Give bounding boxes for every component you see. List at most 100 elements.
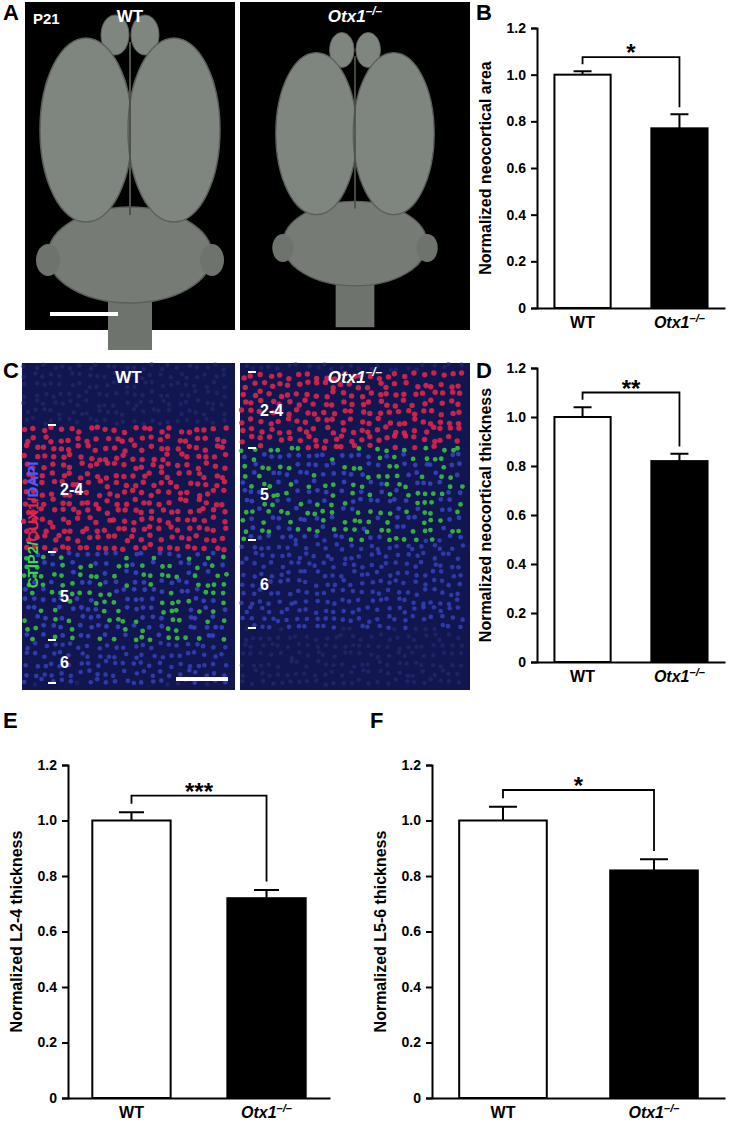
cell: [377, 535, 382, 540]
x-tick: WT: [570, 662, 595, 685]
cell: [294, 672, 298, 676]
cell: [270, 502, 275, 507]
cell: [113, 679, 118, 684]
cell: [174, 643, 179, 648]
cell: [407, 634, 411, 638]
cell: [359, 428, 364, 433]
cell: [210, 633, 215, 638]
cell: [49, 418, 53, 422]
cell: [378, 381, 383, 386]
cell: [212, 671, 217, 676]
cell: [456, 605, 461, 610]
cell: [314, 533, 319, 538]
cell: [293, 542, 298, 547]
cell: [269, 560, 274, 565]
y-tick: 0.4: [402, 979, 432, 995]
cell: [284, 491, 289, 496]
cell: [158, 551, 163, 556]
cell: [111, 428, 116, 433]
cell: [397, 590, 402, 595]
cell: [134, 403, 138, 407]
cell: [201, 546, 206, 551]
cell: [367, 443, 372, 448]
cell: [315, 529, 320, 534]
cell: [360, 572, 365, 577]
cell: [70, 560, 75, 565]
cell: [35, 445, 40, 450]
cell: [406, 515, 411, 520]
cell: [205, 682, 209, 686]
cell: [269, 448, 274, 453]
cell: [302, 671, 306, 675]
cell: [21, 364, 25, 368]
cell: [141, 480, 146, 485]
cell: [122, 587, 127, 592]
cell: [197, 609, 202, 614]
cell: [125, 605, 130, 610]
cell: [393, 445, 398, 450]
cell: [351, 643, 355, 647]
y-tick: 0: [518, 654, 537, 670]
cell: [211, 538, 216, 543]
cell: [279, 651, 283, 655]
cell: [396, 409, 401, 414]
cell: [401, 397, 406, 402]
cell: [179, 535, 184, 540]
cell: [195, 481, 200, 486]
cell: [396, 506, 401, 511]
x-tick: Otx1–/–: [654, 662, 705, 685]
cell: [193, 389, 197, 393]
cell: [184, 454, 189, 459]
cell: [314, 678, 318, 682]
cell: [288, 679, 292, 683]
text-superscript: –/–: [664, 1102, 680, 1114]
x-tick-label: Otx1–/–: [241, 1102, 292, 1121]
cells: [21, 362, 229, 687]
cell: [195, 436, 200, 441]
cell: [377, 551, 382, 556]
cell: [106, 364, 110, 368]
cell: [414, 644, 418, 648]
cell: [221, 488, 226, 493]
cell: [334, 542, 339, 547]
cell: [286, 673, 290, 677]
text-part: WT: [570, 668, 595, 685]
cell: [139, 465, 144, 470]
cell: [447, 602, 452, 607]
cell: [152, 654, 157, 659]
cell: [185, 544, 190, 549]
cell: [84, 526, 89, 531]
cell: [88, 463, 93, 468]
y-tick: 0.4: [507, 556, 537, 572]
cell: [315, 453, 320, 458]
cell: [321, 560, 326, 565]
cell: [296, 589, 301, 594]
cell: [397, 597, 402, 602]
cell: [175, 546, 180, 551]
cell: [178, 490, 183, 495]
cell: [42, 560, 47, 565]
cell: [42, 654, 47, 659]
cell: [367, 619, 372, 624]
cell: [174, 484, 179, 489]
layer-boundary: [48, 424, 56, 426]
cell: [186, 651, 191, 656]
cell: [332, 625, 337, 630]
cell: [88, 373, 92, 377]
y-tick-mark: [531, 74, 537, 76]
cell: [107, 618, 112, 623]
cell: [294, 407, 299, 412]
cell: [360, 565, 365, 570]
y-tick-label: 0: [518, 654, 526, 670]
text-part: WT: [119, 1104, 144, 1121]
cell: [115, 493, 120, 498]
panel-letter: B: [476, 0, 492, 25]
cell: [329, 503, 334, 508]
cells: [239, 362, 466, 687]
cell: [257, 389, 262, 394]
cell: [222, 519, 227, 524]
cell: [104, 498, 109, 503]
y-tick-label: 1.0: [507, 67, 527, 83]
cell: [32, 596, 37, 601]
cell: [262, 380, 267, 385]
